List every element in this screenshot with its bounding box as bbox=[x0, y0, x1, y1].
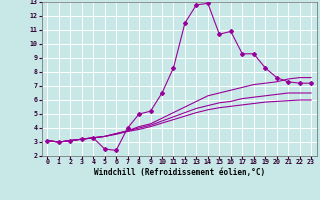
X-axis label: Windchill (Refroidissement éolien,°C): Windchill (Refroidissement éolien,°C) bbox=[94, 168, 265, 177]
